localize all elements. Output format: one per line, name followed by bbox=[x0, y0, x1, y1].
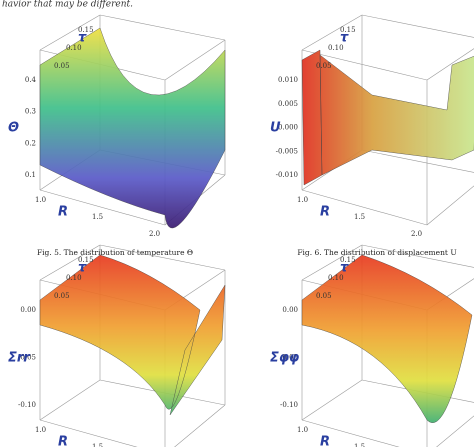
axis-label: Σφφ bbox=[270, 351, 299, 366]
tick-label: 0.00 bbox=[282, 306, 298, 314]
tick-label: 0.10 bbox=[328, 274, 344, 282]
box-edge bbox=[39, 419, 138, 447]
tick-label: 0.15 bbox=[340, 256, 356, 264]
box-edge bbox=[301, 379, 363, 421]
box-edge bbox=[361, 244, 474, 268]
axis-label: τ bbox=[340, 261, 349, 276]
axis-label: Θ bbox=[8, 121, 19, 136]
axis-label: U bbox=[270, 121, 281, 136]
tick-label: 0.005 bbox=[278, 100, 298, 108]
box-edge bbox=[39, 189, 166, 226]
box-edge bbox=[174, 404, 226, 447]
tick-label: 2.0 bbox=[149, 230, 160, 238]
box-edge bbox=[426, 185, 474, 226]
tick-label: 0.10 bbox=[328, 44, 344, 52]
tick-label: 1.5 bbox=[92, 443, 103, 447]
tick-label: 0.05 bbox=[54, 62, 70, 70]
surface bbox=[39, 254, 226, 416]
box-edge bbox=[164, 39, 226, 81]
axis-label: R bbox=[320, 435, 330, 447]
tick-label: 0.010 bbox=[278, 76, 298, 84]
tick-label: 0.15 bbox=[78, 256, 94, 264]
tick-label: 2.0 bbox=[411, 230, 422, 238]
tick-label: 0.05 bbox=[54, 292, 70, 300]
tick-label: 0.15 bbox=[78, 26, 94, 34]
figures: τ0.150.100.050.40.30.20.1ΘR1.01.52.0Fig.… bbox=[8, 14, 474, 447]
tick-label: 0.4 bbox=[25, 76, 37, 84]
box-edge bbox=[39, 379, 101, 421]
box-edge bbox=[301, 14, 363, 51]
surface bbox=[39, 27, 226, 229]
tick-label: 0.15 bbox=[340, 26, 356, 34]
tick-label: -0.10 bbox=[280, 401, 298, 409]
box-edge bbox=[99, 244, 226, 271]
tick-label: 1.0 bbox=[35, 426, 46, 434]
box-edge bbox=[39, 244, 101, 281]
tick-label: 0.05 bbox=[316, 292, 332, 300]
tick-label: -0.005 bbox=[276, 147, 298, 155]
tick-label: 0.10 bbox=[66, 274, 82, 282]
axis-label: R bbox=[320, 205, 330, 220]
tick-label: -0.05 bbox=[280, 354, 298, 362]
box-edge bbox=[39, 14, 101, 51]
tick-label: 1.0 bbox=[297, 196, 308, 204]
caption: Fig. 6. The distribution of displacement… bbox=[297, 248, 456, 257]
box-edge bbox=[301, 419, 400, 447]
tick-label: 1.0 bbox=[35, 196, 46, 204]
tick-label: 0.3 bbox=[25, 108, 36, 116]
surface bbox=[301, 254, 473, 423]
tick-label: 0.10 bbox=[66, 44, 82, 52]
box-edge bbox=[361, 14, 474, 38]
axis-label: τ bbox=[78, 31, 87, 46]
tick-label: 1.0 bbox=[297, 426, 308, 434]
surface bbox=[301, 49, 474, 186]
tick-label: 0.00 bbox=[20, 306, 36, 314]
tick-label: 0.000 bbox=[278, 124, 298, 132]
box-edge bbox=[99, 14, 226, 41]
caption: Fig. 5. The distribution of temperature … bbox=[37, 248, 193, 257]
box-edge bbox=[426, 48, 474, 81]
tick-label: -0.05 bbox=[18, 354, 36, 362]
body-text: havior that may be different. bbox=[2, 0, 133, 10]
tick-label: 1.5 bbox=[92, 213, 103, 221]
tick-label: -0.010 bbox=[276, 171, 298, 179]
figure: τ0.15 0.10 0.05 0.4 0.3 0.2 0.1 Θ R 1.0 1.5 2.0 Fig.… bbox=[8, 14, 226, 257]
figure: τ0.15 0.10 0.05 0.010 0.005 0.000 -0.005 -0.010… bbox=[270, 14, 474, 257]
box-edge bbox=[361, 149, 474, 173]
axis-label: R bbox=[58, 205, 68, 220]
axis-label: Σrr bbox=[8, 351, 31, 366]
tick-label: 0.1 bbox=[25, 171, 36, 179]
tick-label: 1.5 bbox=[354, 213, 365, 221]
box-edge bbox=[301, 244, 363, 281]
box-edge bbox=[301, 49, 428, 81]
tick-label: 0.05 bbox=[316, 62, 332, 70]
axis-label: τ bbox=[78, 261, 87, 276]
tick-label: 0.2 bbox=[25, 139, 36, 147]
box-edge bbox=[301, 189, 428, 226]
tick-label: -0.10 bbox=[18, 401, 36, 409]
axis-label: τ bbox=[340, 31, 349, 46]
axis-label: R bbox=[58, 435, 68, 447]
tick-label: 1.5 bbox=[354, 443, 365, 447]
